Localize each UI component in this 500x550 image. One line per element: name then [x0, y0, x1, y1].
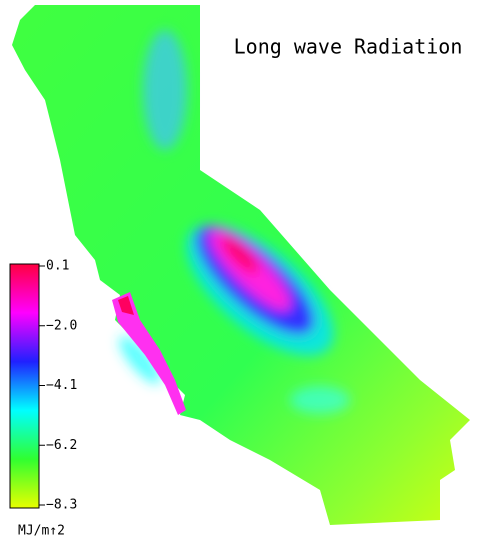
tick-label: −4.1 — [46, 378, 77, 393]
colorbar-ramp — [9, 263, 40, 509]
tick-label: −2.0 — [46, 318, 77, 333]
tick-label: −6.2 — [46, 438, 77, 453]
california — [12, 5, 470, 525]
tick-label: −8.3 — [46, 498, 77, 513]
map-title: Long wave Radiation — [234, 35, 463, 59]
colorbar: 0.1 −2.0 −4.1 −6.2 −8.3 — [9, 259, 77, 513]
unit-label: MJ/m↑2 — [18, 524, 65, 539]
tick-label: 0.1 — [46, 259, 69, 274]
